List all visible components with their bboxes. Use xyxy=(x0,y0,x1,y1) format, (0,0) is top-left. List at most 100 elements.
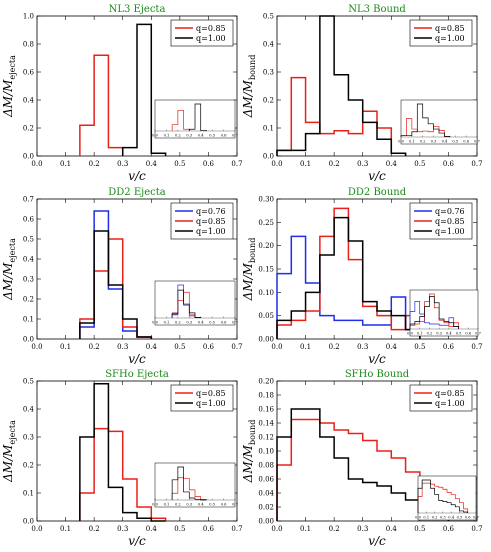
y-tick-label: 1.0 xyxy=(23,13,34,21)
legend: q=0.85q=1.00 xyxy=(170,19,234,47)
legend-label: q=0.85 xyxy=(196,24,226,33)
y-tick-label: 0.08 xyxy=(258,462,274,470)
x-tick-label: 0.5 xyxy=(174,525,185,533)
legend-frame xyxy=(409,19,473,47)
x-tick-label: 0.3 xyxy=(117,343,128,351)
y-tick-label: 0.25 xyxy=(258,219,274,227)
x-tick-label: 0.6 xyxy=(203,525,215,533)
x-tick-label: 0.2 xyxy=(89,525,100,533)
inset-frame xyxy=(154,462,236,508)
x-tick-label: 0.7 xyxy=(471,160,482,168)
x-axis-label: v/c xyxy=(368,169,386,183)
y-axis-label: ΔM/Mbound xyxy=(241,420,257,484)
inset-x-tick-label: 0.2 xyxy=(427,332,433,336)
x-tick-label: 0.5 xyxy=(174,343,185,351)
x-tick-label: 0.0 xyxy=(31,160,42,168)
legend-label: q=0.85 xyxy=(196,389,226,398)
inset-x-tick-label: 0.5 xyxy=(456,332,462,336)
panel-dd2-ejecta: 0.0 0.1 0.2 0.3 0.4 0.5 0.6 0.70.00.10.20.30.40… xyxy=(1,187,243,366)
y-axis-label: ΔM/Mejecta xyxy=(1,420,17,483)
panel-title: NL3 Ejecta xyxy=(109,4,166,15)
y-tick-label: 0.06 xyxy=(258,476,274,484)
inset-x-tick-label: 0.7 xyxy=(473,516,479,520)
y-axis-label-subscript: ejecta xyxy=(8,238,17,263)
y-axis-label: ΔM/Mejecta xyxy=(1,238,17,301)
y-axis-label-main: ΔM/M xyxy=(1,79,15,118)
y-tick-label: 0.16 xyxy=(258,406,274,414)
legend-label: q=1.00 xyxy=(196,227,226,236)
inset-x-tick-label: 0.1 xyxy=(164,503,170,507)
inset-x-tick-label: 0.5 xyxy=(209,134,215,138)
y-tick-label: 0.2 xyxy=(23,125,34,133)
x-axis-label: v/c xyxy=(128,534,146,548)
x-tick-label: 0.6 xyxy=(203,343,215,351)
y-tick-label: 0.0 xyxy=(23,518,34,526)
y-axis-label-main: ΔM/M xyxy=(241,262,255,301)
series-q-0.85 xyxy=(79,54,124,156)
inset-x-tick-label: 0.7 xyxy=(474,140,480,144)
x-tick-label: 0.0 xyxy=(271,160,282,168)
inset-plot: 0.0 0.1 0.2 0.3 0.4 0.5 0.6 0.7 xyxy=(415,475,480,521)
inset-x-tick-label: 0.7 xyxy=(475,332,481,336)
x-tick-label: 0.7 xyxy=(471,525,482,533)
inset-x-tick-label: 0.0 xyxy=(398,140,404,144)
series-q-1.00 xyxy=(276,216,421,339)
inset-x-tick-label: 0.5 xyxy=(209,321,215,325)
legend: q=0.85q=1.00 xyxy=(409,384,473,412)
y-tick-label: 0.20 xyxy=(258,242,274,250)
inset-series-q-1.00 xyxy=(171,466,207,501)
inset-x-tick-label: 0.5 xyxy=(452,140,458,144)
x-tick-label: 0.4 xyxy=(386,343,398,351)
x-tick-label: 0.7 xyxy=(231,525,242,533)
panel-title: SFHo Bound xyxy=(345,369,410,380)
x-tick-label: 0.6 xyxy=(443,343,455,351)
x-tick-label: 0.4 xyxy=(386,525,398,533)
y-tick-label: 0.4 xyxy=(23,256,35,264)
legend-label: q=0.85 xyxy=(435,217,465,226)
y-tick-label: 0.04 xyxy=(258,490,274,498)
x-tick-label: 0.0 xyxy=(31,525,42,533)
legend-label: q=1.00 xyxy=(435,227,465,236)
y-tick-label: 0.4 xyxy=(23,406,35,414)
inset-x-tick-label: 0.6 xyxy=(465,332,471,336)
x-tick-label: 0.3 xyxy=(117,160,128,168)
x-tick-label: 0.4 xyxy=(146,343,158,351)
legend-label: q=0.85 xyxy=(435,389,465,398)
inset-x-tick-label: 0.2 xyxy=(432,516,438,520)
inset-x-tick-label: 0.7 xyxy=(232,134,238,138)
x-tick-label: 0.4 xyxy=(146,160,158,168)
inset-x-tick-label: 0.1 xyxy=(409,140,415,144)
inset-series-q-1.00 xyxy=(171,289,202,318)
y-tick-label: 0.00 xyxy=(258,336,274,344)
inset-x-tick-label: 0.2 xyxy=(175,134,181,138)
y-tick-label: 0.30 xyxy=(258,196,274,204)
inset-x-tick-label: 0.3 xyxy=(436,332,442,336)
x-tick-label: 0.4 xyxy=(386,160,398,168)
panel-title: DD2 Bound xyxy=(348,187,407,198)
x-tick-label: 0.1 xyxy=(300,525,311,533)
inset-x-tick-label: 0.3 xyxy=(431,140,437,144)
legend: q=0.76q=0.85q=1.00 xyxy=(170,202,234,240)
panel-nl3-bound: 0.0 0.1 0.2 0.3 0.4 0.5 0.6 0.70.00.10.20.30.40… xyxy=(241,4,483,183)
inset-x-tick-label: 0.1 xyxy=(164,321,170,325)
y-tick-label: 0.6 xyxy=(23,216,35,224)
inset-series-q-1.00 xyxy=(417,479,469,513)
series-q-0.85 xyxy=(79,427,167,521)
x-tick-label: 0.2 xyxy=(89,343,100,351)
y-tick-label: 0.14 xyxy=(258,420,274,428)
inset-plot: 0.0 0.1 0.2 0.3 0.4 0.5 0.6 0.7 xyxy=(398,99,481,145)
y-tick-label: 0.3 xyxy=(23,434,34,442)
x-tick-label: 0.3 xyxy=(117,525,128,533)
inset-x-tick-label: 0.4 xyxy=(198,503,204,507)
y-tick-label: 0.1 xyxy=(23,316,34,324)
inset-frame xyxy=(409,289,479,337)
y-axis-label-subscript: bound xyxy=(248,55,257,80)
legend-label: q=0.76 xyxy=(435,207,465,216)
x-tick-label: 0.2 xyxy=(329,160,340,168)
panel-sfho-ejecta: 0.0 0.1 0.2 0.3 0.4 0.5 0.6 0.70.00.10.20.30.40… xyxy=(1,369,243,548)
inset-x-tick-label: 0.3 xyxy=(186,503,192,507)
legend-frame xyxy=(409,384,473,412)
y-tick-label: 0.2 xyxy=(23,296,34,304)
inset-plot: 0.0 0.1 0.2 0.3 0.4 0.5 0.6 0.7 xyxy=(407,289,482,337)
legend-label: q=1.00 xyxy=(435,34,465,43)
